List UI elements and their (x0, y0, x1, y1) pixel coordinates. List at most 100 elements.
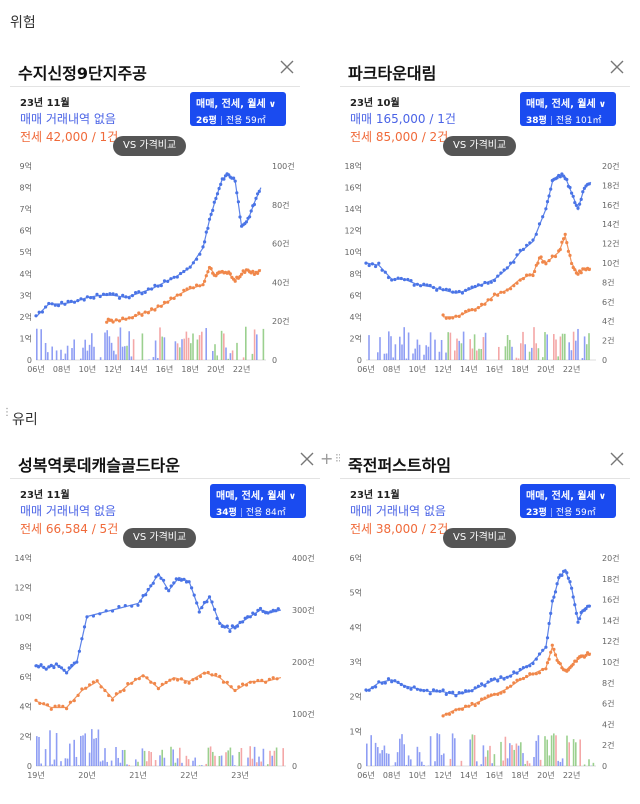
volume-bar (36, 736, 38, 766)
y-left-tick: 3억 (20, 290, 32, 300)
series-point (166, 279, 170, 283)
trade-summary: 매매 거래내역 없음 (350, 504, 446, 518)
series-point (492, 278, 497, 283)
y-right-tick: 2건 (602, 336, 614, 346)
volume-bar (99, 761, 102, 766)
series-point (130, 604, 134, 608)
close-icon[interactable] (608, 450, 626, 468)
volume-bar (64, 758, 67, 766)
series-point (435, 689, 439, 693)
type-size-select[interactable]: 매매, 전세, 월세 ∨ 34평 | 전용 84㎡ (210, 484, 306, 518)
volume-bar (528, 763, 531, 766)
y-left-tick: 4억 (350, 312, 362, 322)
volume-bar (161, 749, 163, 766)
series-point (185, 287, 189, 291)
y-right-tick: 0 (602, 356, 607, 365)
volume-bar (258, 756, 260, 766)
volume-bar (80, 735, 82, 766)
close-icon[interactable] (278, 58, 296, 76)
volume-bar (568, 342, 570, 360)
series-point (383, 681, 387, 685)
series-point (515, 671, 519, 675)
series-point (558, 247, 562, 252)
series-point (271, 608, 275, 612)
series-point (550, 599, 554, 603)
series-point (49, 663, 53, 667)
series-point (550, 643, 554, 647)
series-point (370, 262, 374, 266)
series-point (568, 185, 572, 190)
volume-bar (456, 338, 458, 360)
series-point (82, 298, 86, 302)
volume-bar (38, 736, 40, 766)
series-point (105, 292, 109, 297)
series-point (141, 594, 145, 598)
volume-bar (434, 761, 436, 766)
series-point (574, 659, 578, 663)
volume-bar (194, 757, 196, 766)
series-point (85, 615, 89, 619)
volume-bar (104, 748, 106, 766)
volume-bar (535, 740, 537, 766)
drag-handle-icon[interactable]: ⋮ (2, 407, 12, 418)
volume-bar (212, 350, 214, 360)
series-point (80, 637, 84, 641)
series-point (534, 232, 538, 236)
volume-bar (553, 334, 555, 360)
volume-bar (366, 743, 368, 766)
y-right-tick: 400건 (292, 553, 315, 563)
volume-bar (121, 750, 124, 766)
type-size-select[interactable]: 매매, 전세, 월세 ∨ 38평 | 전용 101㎡ (520, 92, 616, 126)
series-point (229, 685, 233, 689)
volume-bar (82, 347, 84, 360)
series-point (137, 290, 141, 294)
x-tick: 18년 (181, 364, 199, 374)
volume-bar (509, 743, 511, 766)
volume-bar (588, 759, 590, 766)
vs-compare-button[interactable]: VS 가격비교 (113, 136, 187, 156)
series-point (140, 313, 144, 317)
volume-bar (146, 761, 148, 766)
series-point (544, 667, 548, 671)
series-point (88, 683, 92, 687)
type-size-select[interactable]: 매매, 전세, 월세 ∨ 23평 | 전용 59㎡ (520, 484, 616, 518)
volume-bar (542, 357, 544, 360)
chevron-down-icon: ∨ (598, 492, 607, 502)
series-point (570, 191, 574, 195)
series-point (496, 679, 500, 683)
grip-icon[interactable]: ⁝⁝ (335, 451, 342, 465)
series-point (367, 688, 371, 692)
series-point (547, 259, 551, 263)
series-point (160, 682, 164, 686)
vs-compare-button[interactable]: VS 가격비교 (443, 136, 517, 156)
series-point (512, 260, 516, 264)
series-point (470, 285, 474, 289)
series-point (576, 620, 580, 624)
type-size-select[interactable]: 매매, 전세, 월세 ∨ 26평 | 전용 59㎡ (190, 92, 286, 126)
series-point (42, 665, 46, 669)
x-tick: 12년 (434, 770, 452, 780)
close-icon[interactable] (608, 58, 626, 76)
y-right-tick: 16건 (602, 595, 620, 605)
volume-bar (110, 342, 113, 360)
series-point (406, 277, 410, 282)
vs-compare-button[interactable]: VS 가격비교 (123, 528, 197, 548)
series-point (252, 202, 256, 207)
y-left-tick: 16억 (344, 183, 362, 193)
vs-compare-button[interactable]: VS 가격비교 (443, 528, 517, 548)
trade-summary: 매매 거래내역 없음 (20, 112, 116, 126)
add-compare-icon[interactable]: + (320, 449, 334, 468)
select-types: 매매, 전세, 월세 ∨ (526, 99, 607, 110)
volume-bar (223, 333, 225, 360)
volume-bar (88, 344, 91, 360)
series-point (483, 696, 487, 700)
close-icon[interactable] (298, 450, 316, 468)
volume-bar (544, 736, 546, 766)
series-point (454, 708, 458, 712)
series-point (47, 665, 51, 669)
series-line (365, 568, 592, 696)
volume-bar (434, 339, 436, 360)
y-right-tick: 16건 (602, 200, 620, 210)
volume-bar (381, 750, 383, 766)
volume-bar (449, 758, 452, 766)
